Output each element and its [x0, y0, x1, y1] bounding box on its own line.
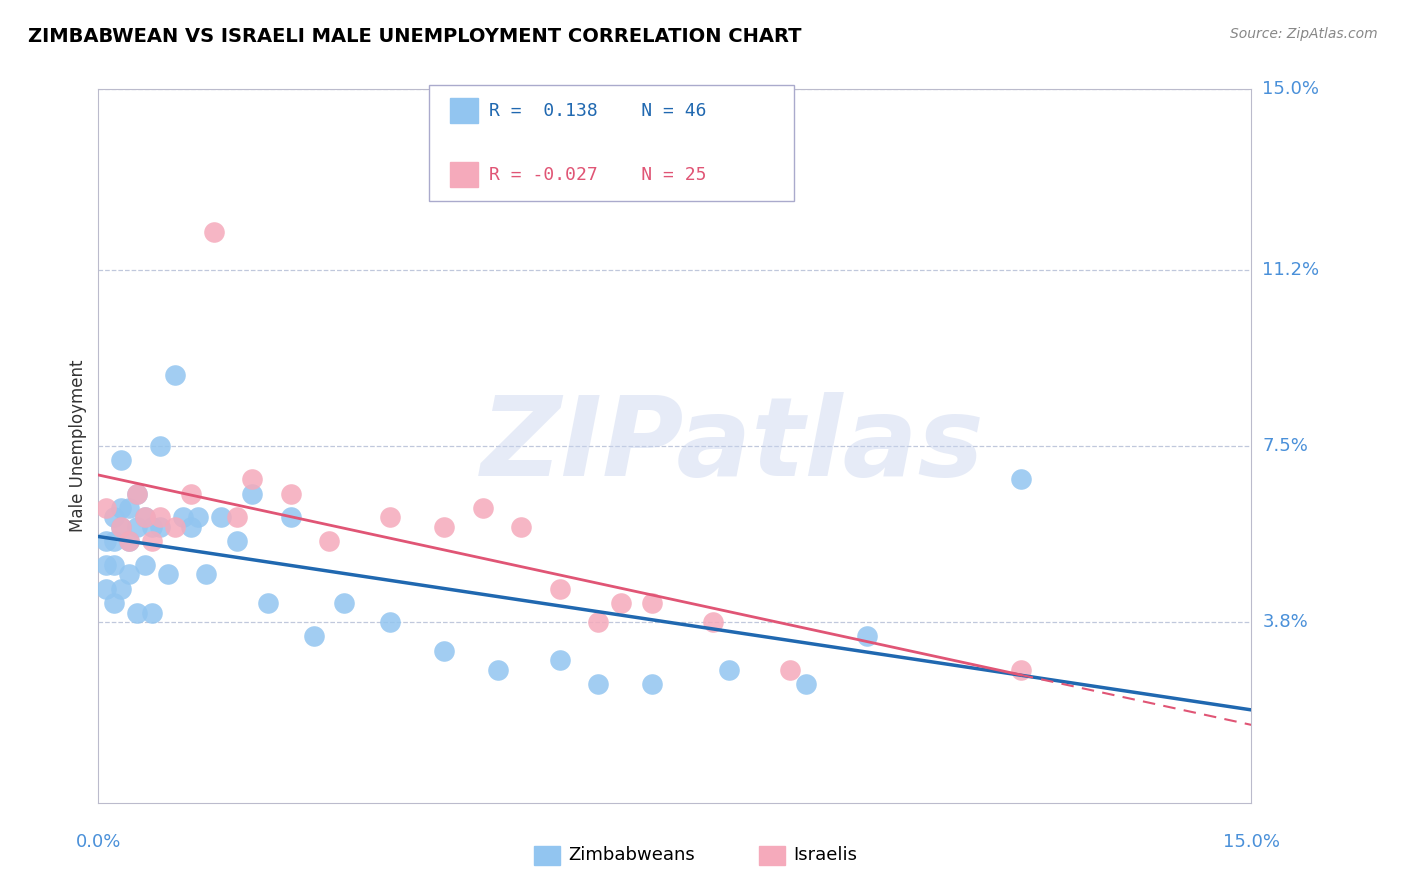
Point — [586, 615, 609, 629]
Text: Zimbabweans: Zimbabweans — [568, 847, 695, 864]
Point — [195, 567, 218, 582]
Point — [110, 582, 132, 596]
Point — [180, 486, 202, 500]
Text: R =  0.138    N = 46: R = 0.138 N = 46 — [489, 102, 707, 120]
Point — [225, 510, 247, 524]
Point — [110, 520, 132, 534]
Text: 0.0%: 0.0% — [76, 833, 121, 851]
Text: 7.5%: 7.5% — [1263, 437, 1309, 455]
Point — [125, 486, 148, 500]
Point — [240, 486, 263, 500]
Point — [380, 510, 402, 524]
Point — [779, 663, 801, 677]
Point — [125, 520, 148, 534]
Point — [141, 520, 163, 534]
Point — [103, 558, 125, 572]
Text: ZIMBABWEAN VS ISRAELI MALE UNEMPLOYMENT CORRELATION CHART: ZIMBABWEAN VS ISRAELI MALE UNEMPLOYMENT … — [28, 27, 801, 45]
Point — [149, 439, 172, 453]
Point — [187, 510, 209, 524]
Point — [1010, 663, 1032, 677]
Point — [118, 534, 141, 549]
Point — [471, 500, 494, 515]
Point — [302, 629, 325, 643]
Text: 11.2%: 11.2% — [1263, 261, 1320, 279]
Point — [125, 606, 148, 620]
Text: 15.0%: 15.0% — [1223, 833, 1279, 851]
Point — [209, 510, 232, 524]
Point — [94, 558, 117, 572]
Point — [180, 520, 202, 534]
Point — [141, 606, 163, 620]
Point — [94, 582, 117, 596]
Point — [794, 677, 817, 691]
Point — [641, 596, 664, 610]
Point — [134, 558, 156, 572]
Text: R = -0.027    N = 25: R = -0.027 N = 25 — [489, 166, 707, 184]
Point — [318, 534, 340, 549]
Point — [149, 510, 172, 524]
Point — [256, 596, 278, 610]
Text: Israelis: Israelis — [793, 847, 858, 864]
Point — [548, 582, 571, 596]
Point — [110, 500, 132, 515]
Point — [380, 615, 402, 629]
Point — [165, 520, 187, 534]
Point — [125, 486, 148, 500]
Point — [141, 534, 163, 549]
Point — [717, 663, 740, 677]
Point — [510, 520, 533, 534]
Point — [280, 486, 302, 500]
Point — [1010, 472, 1032, 486]
Point — [103, 596, 125, 610]
Point — [110, 520, 132, 534]
Point — [118, 567, 141, 582]
Point — [641, 677, 664, 691]
Y-axis label: Male Unemployment: Male Unemployment — [69, 359, 87, 533]
Point — [202, 225, 225, 239]
Point — [586, 677, 609, 691]
Point — [134, 510, 156, 524]
Point — [118, 500, 141, 515]
Text: 3.8%: 3.8% — [1263, 613, 1308, 631]
Point — [165, 368, 187, 382]
Text: Source: ZipAtlas.com: Source: ZipAtlas.com — [1230, 27, 1378, 41]
Text: ZIPatlas: ZIPatlas — [481, 392, 984, 500]
Point — [702, 615, 724, 629]
Point — [433, 643, 456, 657]
Point — [156, 567, 179, 582]
Point — [240, 472, 263, 486]
Point — [333, 596, 356, 610]
Point — [548, 653, 571, 667]
Point — [856, 629, 879, 643]
Point — [149, 520, 172, 534]
Point — [433, 520, 456, 534]
Point — [280, 510, 302, 524]
Point — [225, 534, 247, 549]
Point — [110, 453, 132, 467]
Point — [134, 510, 156, 524]
Point — [610, 596, 633, 610]
Point — [103, 510, 125, 524]
Point — [172, 510, 194, 524]
Point — [486, 663, 509, 677]
Text: 15.0%: 15.0% — [1263, 80, 1319, 98]
Point — [94, 534, 117, 549]
Point — [118, 534, 141, 549]
Point — [103, 534, 125, 549]
Point — [94, 500, 117, 515]
